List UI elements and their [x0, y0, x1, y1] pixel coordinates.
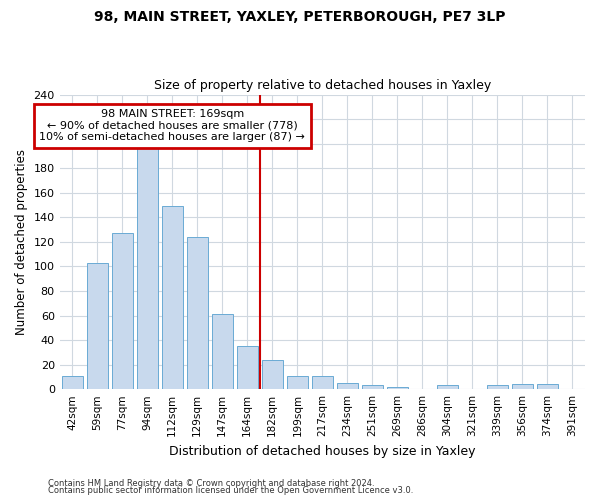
Bar: [62, 376, 83, 389]
Bar: [312, 376, 333, 389]
Bar: [287, 376, 308, 389]
Bar: [537, 384, 558, 389]
Bar: [212, 314, 233, 389]
Bar: [512, 384, 533, 389]
Text: Contains HM Land Registry data © Crown copyright and database right 2024.: Contains HM Land Registry data © Crown c…: [48, 478, 374, 488]
Title: Size of property relative to detached houses in Yaxley: Size of property relative to detached ho…: [154, 79, 491, 92]
Y-axis label: Number of detached properties: Number of detached properties: [15, 149, 28, 335]
Bar: [487, 386, 508, 389]
Bar: [387, 386, 408, 389]
Bar: [112, 234, 133, 389]
Bar: [437, 386, 458, 389]
Bar: [337, 383, 358, 389]
Bar: [86, 262, 108, 389]
Bar: [236, 346, 258, 389]
Bar: [161, 206, 183, 389]
Text: 98, MAIN STREET, YAXLEY, PETERBOROUGH, PE7 3LP: 98, MAIN STREET, YAXLEY, PETERBOROUGH, P…: [94, 10, 506, 24]
Bar: [362, 386, 383, 389]
Bar: [137, 146, 158, 389]
Text: 98 MAIN STREET: 169sqm
← 90% of detached houses are smaller (778)
10% of semi-de: 98 MAIN STREET: 169sqm ← 90% of detached…: [40, 110, 305, 142]
Bar: [262, 360, 283, 389]
Text: Contains public sector information licensed under the Open Government Licence v3: Contains public sector information licen…: [48, 486, 413, 495]
X-axis label: Distribution of detached houses by size in Yaxley: Distribution of detached houses by size …: [169, 444, 476, 458]
Bar: [187, 237, 208, 389]
